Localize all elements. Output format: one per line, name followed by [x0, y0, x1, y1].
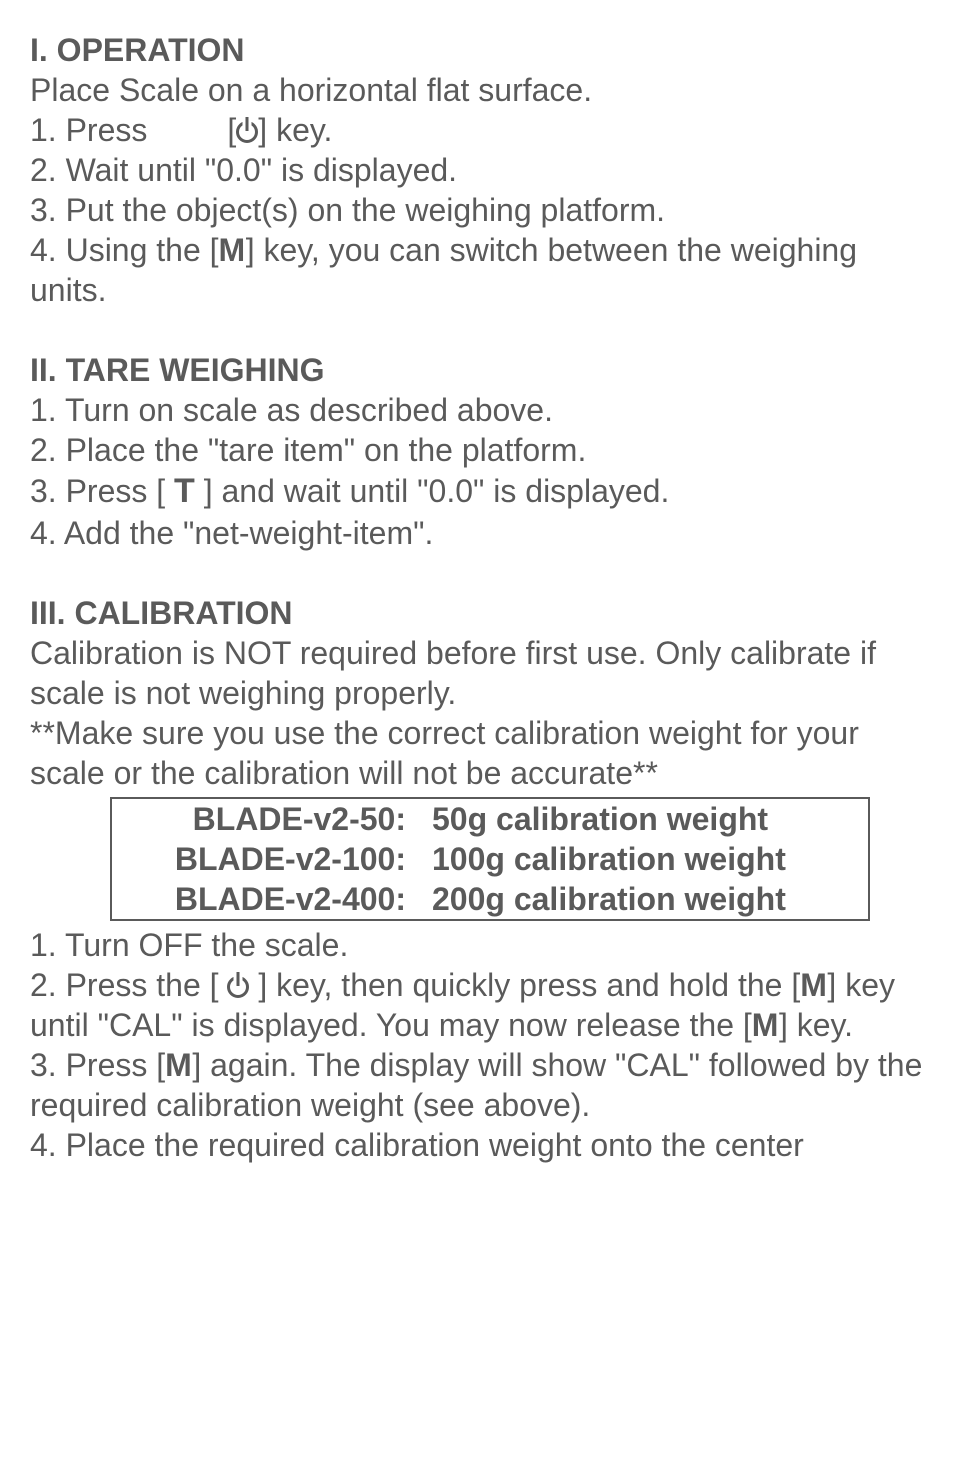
- text: 3. Press [: [30, 1047, 165, 1083]
- table-row: BLADE-v2-100: 100g calibration weight: [112, 839, 868, 879]
- calibration-step4: 4. Place the required calibration weight…: [30, 1125, 924, 1165]
- table-row: BLADE-v2-400: 200g calibration weight: [112, 879, 868, 919]
- cal-model: BLADE-v2-50:: [112, 799, 412, 839]
- calibration-step2: 2. Press the [ ] key, then quickly press…: [30, 965, 924, 1045]
- cal-model: BLADE-v2-400:: [112, 879, 412, 919]
- m-key-icon: M: [165, 1047, 192, 1083]
- text: ] key, then quickly press and hold the [: [249, 967, 800, 1003]
- operation-step1: 1. Press [ ] key.: [30, 110, 924, 150]
- cal-weight: 50g calibration weight: [412, 799, 868, 839]
- calibration-step1: 1. Turn OFF the scale.: [30, 925, 924, 965]
- calibration-intro1: Calibration is NOT required before first…: [30, 633, 924, 713]
- text: 1. Press: [30, 112, 147, 148]
- calibration-table: BLADE-v2-50: 50g calibration weight BLAD…: [110, 797, 870, 921]
- text: ] key.: [779, 1007, 853, 1043]
- cal-weight: 200g calibration weight: [412, 879, 868, 919]
- section-tare: II. TARE WEIGHING 1. Turn on scale as de…: [30, 350, 924, 553]
- tare-step4: 4. Add the "net-weight-item".: [30, 513, 924, 553]
- text: 3. Press [: [30, 473, 174, 509]
- cal-model: BLADE-v2-100:: [112, 839, 412, 879]
- text: [: [227, 112, 236, 148]
- cal-weight: 100g calibration weight: [412, 839, 868, 879]
- heading-calibration: III. CALIBRATION: [30, 593, 924, 633]
- m-key-icon: M: [219, 232, 246, 268]
- m-key-icon: M: [800, 967, 827, 1003]
- calibration-step3: 3. Press [M] again. The display will sho…: [30, 1045, 924, 1125]
- text: 4. Using the [: [30, 232, 219, 268]
- section-calibration: III. CALIBRATION Calibration is NOT requ…: [30, 593, 924, 1165]
- section-operation: I. OPERATION Place Scale on a horizontal…: [30, 30, 924, 310]
- operation-step3: 3. Put the object(s) on the weighing pla…: [30, 190, 924, 230]
- t-key-icon: T: [174, 472, 195, 510]
- calibration-intro2: **Make sure you use the correct calibrat…: [30, 713, 924, 793]
- text: ] key.: [258, 112, 332, 148]
- heading-tare: II. TARE WEIGHING: [30, 350, 924, 390]
- m-key-icon: M: [752, 1007, 779, 1043]
- power-icon: [236, 121, 258, 143]
- power-icon: [227, 976, 249, 998]
- table-row: BLADE-v2-50: 50g calibration weight: [112, 799, 868, 839]
- heading-operation: I. OPERATION: [30, 30, 924, 70]
- text: 2. Press the [: [30, 967, 227, 1003]
- operation-intro: Place Scale on a horizontal flat surface…: [30, 70, 924, 110]
- operation-step2: 2. Wait until "0.0" is displayed.: [30, 150, 924, 190]
- tare-step3: 3. Press [ T ] and wait until "0.0" is d…: [30, 470, 924, 513]
- tare-step2: 2. Place the "tare item" on the platform…: [30, 430, 924, 470]
- tare-step1: 1. Turn on scale as described above.: [30, 390, 924, 430]
- text: ] and wait until "0.0" is displayed.: [195, 473, 670, 509]
- operation-step4: 4. Using the [M] key, you can switch bet…: [30, 230, 924, 310]
